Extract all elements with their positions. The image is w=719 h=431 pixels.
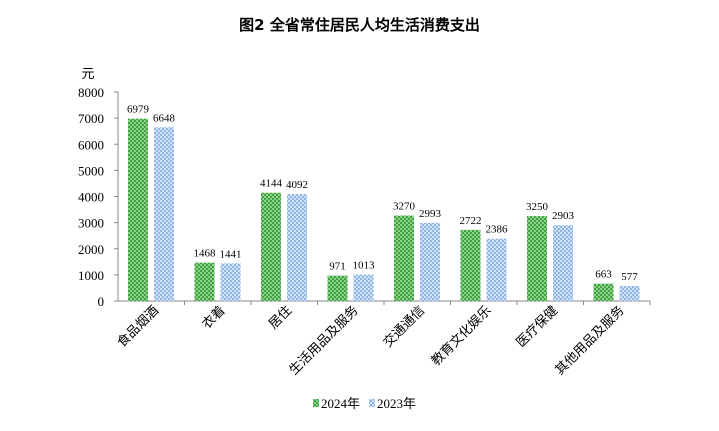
bar-2023年 [486, 238, 507, 301]
data-label: 3270 [393, 201, 416, 213]
data-label: 1441 [220, 248, 242, 260]
bar-2023年 [420, 222, 440, 301]
bar-2024年 [527, 216, 547, 301]
y-tick-label: 0 [98, 294, 105, 309]
y-tick-label: 2000 [78, 242, 104, 257]
category-label: 其他用品及服务 [552, 303, 627, 378]
data-label: 577 [621, 271, 638, 283]
y-axis-label: 元 [81, 66, 94, 81]
bar-2023年 [154, 127, 174, 301]
bar-2024年 [394, 215, 414, 301]
bar-2023年 [619, 285, 640, 301]
data-label: 4144 [260, 178, 283, 190]
bar-2024年 [327, 275, 348, 301]
category-label: 交通通信 [380, 303, 427, 350]
category-label: 医疗保健 [513, 303, 560, 350]
data-label: 663 [595, 269, 612, 281]
bar-2024年 [128, 118, 148, 302]
data-label: 2993 [419, 208, 442, 220]
data-label: 971 [329, 261, 346, 273]
data-label: 4092 [286, 179, 308, 191]
category-label: 食品烟酒 [114, 303, 161, 350]
bar-2024年 [460, 229, 481, 301]
bar-2024年 [593, 283, 614, 301]
data-label: 6648 [153, 112, 176, 124]
y-tick-label: 6000 [78, 137, 104, 152]
bar-2023年 [353, 274, 374, 301]
y-tick-label: 5000 [78, 163, 104, 178]
legend-swatch-2024年 [313, 399, 319, 407]
category-label: 居住 [265, 303, 294, 332]
legend-label: 2023年 [377, 396, 416, 411]
data-label: 2722 [460, 215, 482, 227]
y-tick-label: 7000 [78, 111, 104, 126]
bar-2023年 [553, 225, 573, 301]
y-tick-label: 3000 [78, 216, 104, 231]
data-label: 1468 [194, 248, 217, 260]
bar-2023年 [287, 194, 307, 301]
y-tick-label: 8000 [78, 85, 104, 100]
bar-2024年 [194, 262, 215, 301]
legend-label: 2024年 [321, 396, 360, 411]
category-label: 衣着 [199, 303, 228, 332]
chart-title: 图2 全省常住居民人均生活消费支出 [239, 16, 480, 34]
data-label: 6979 [127, 104, 150, 116]
data-label: 2903 [552, 210, 575, 222]
data-label: 2386 [486, 224, 509, 236]
category-label: 教育文化娱乐 [428, 303, 494, 369]
bar-2023年 [220, 263, 241, 301]
y-tick-label: 1000 [78, 268, 104, 283]
legend-swatch-2023年 [369, 399, 375, 407]
category-label: 生活用品及服务 [286, 303, 361, 378]
data-label: 3250 [526, 201, 549, 213]
y-tick-label: 4000 [78, 190, 104, 205]
data-label: 1013 [353, 260, 376, 272]
bar-2024年 [261, 192, 281, 301]
